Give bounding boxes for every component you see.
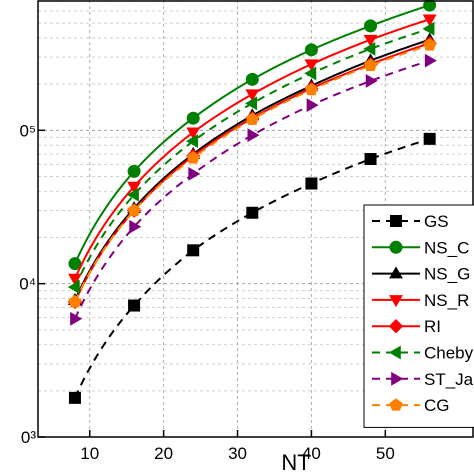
data-point [68,257,82,271]
data-point [127,181,141,194]
data-point [306,98,319,113]
legend-label: Cheby [424,344,474,363]
data-point [423,38,437,51]
y-tick-label: 0³ [21,428,36,447]
series-group [67,0,437,404]
legend-item: CG [372,396,450,415]
x-tick-label: 20 [154,444,173,463]
data-point [304,43,318,57]
data-point [246,206,259,219]
series-ns-c [68,0,437,271]
legend-label: RI [424,317,441,336]
x-tick-label: 30 [228,444,247,463]
data-point [67,280,80,294]
legend-box [363,204,474,428]
data-point [422,21,435,36]
data-point [126,187,139,202]
legend-label: NS_C [424,238,469,257]
data-point [389,398,403,411]
data-point [365,74,378,88]
x-axis-label: NT [281,450,310,474]
data-point [186,151,200,164]
data-point [305,177,318,190]
data-point [127,164,141,178]
data-point [424,53,437,68]
data-point [68,273,82,286]
data-point [423,0,437,12]
data-point [363,34,378,47]
legend-item: ST_Ja [372,370,474,389]
data-point [128,299,141,312]
x-tick-label: 50 [376,444,395,463]
data-point [188,166,201,181]
series-gs [68,132,436,404]
data-point [363,58,378,72]
data-point [304,66,317,81]
data-point [388,319,404,334]
y-tick-label: 0⁴ [19,275,36,294]
data-point [186,111,200,125]
legend-item: RI [372,317,441,336]
data-point [304,59,319,72]
data-point [304,82,318,96]
data-point [389,295,403,308]
data-point [364,19,378,33]
data-point [364,153,377,166]
data-point [129,219,142,234]
legend-label: ST_Ja [424,370,474,389]
data-point [245,112,259,125]
data-point [390,215,402,227]
data-point [247,128,260,143]
data-point [389,240,403,254]
data-point [68,295,82,308]
data-point [68,391,81,404]
series-st-ja [70,53,437,326]
data-point [70,311,83,326]
data-point [245,72,259,86]
data-point [388,345,401,360]
legend-item: Cheby [372,344,474,363]
series-ns-r [68,14,437,286]
data-point [423,132,436,145]
data-point [245,96,258,111]
data-point [363,41,376,56]
legend: GS NS_C NS_G NS_R RI Cheby ST_Ja CG [363,204,474,428]
data-point [187,244,200,257]
data-point [185,134,198,149]
data-point [186,127,201,140]
data-point [389,266,403,279]
series-cheby [67,21,435,294]
data-point [391,371,404,386]
y-tick-label: 0⁵ [19,121,36,140]
legend-label: GS [424,212,449,231]
axis-ticks: 10 20 30 40 50 0³ 0⁴ 0⁵ [19,121,395,463]
legend-label: NS_G [424,265,470,284]
legend-item: GS [372,212,449,231]
legend-item: NS_G [372,265,470,284]
data-point [422,14,437,27]
legend-label: CG [424,396,450,415]
data-point [127,203,141,217]
legend-item: NS_R [372,291,469,310]
series-cg [68,38,437,308]
x-tick-label: 40 [302,444,321,463]
legend-label: NS_R [424,291,469,310]
x-tick-label: 10 [80,444,99,463]
data-point [245,89,260,102]
legend-item: NS_C [372,238,469,257]
